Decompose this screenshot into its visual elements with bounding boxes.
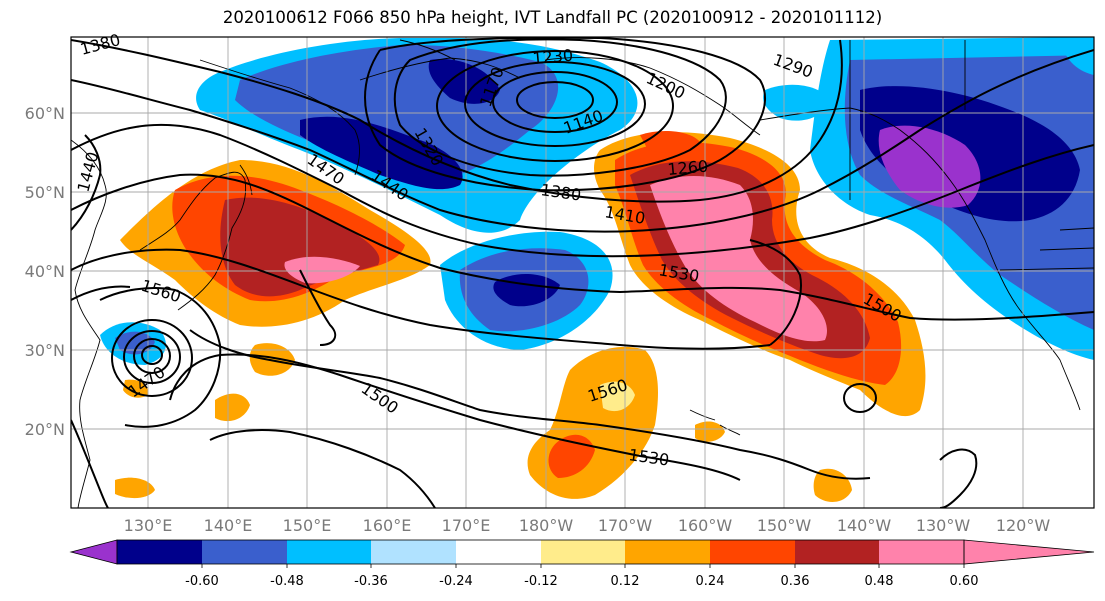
lon-label: 160°W [678, 516, 733, 535]
height-contours [71, 37, 1094, 508]
coastlines [71, 39, 1094, 508]
latitude-labels: 60°N 50°N 40°N 30°N 20°N [25, 104, 65, 439]
colorbar-segment [287, 540, 371, 564]
lon-label: 120°W [996, 516, 1051, 535]
colorbar-tick-label: -0.60 [185, 574, 219, 589]
colorbar: -0.60 -0.48 -0.36 -0.24 -0.12 0.12 0.24 … [69, 539, 1095, 589]
colorbar-segment [795, 540, 879, 564]
contour-label: 1260 [667, 157, 709, 179]
colorbar-segment [879, 540, 964, 564]
colorbar-segment [456, 540, 541, 564]
lon-label: 140°E [204, 516, 253, 535]
colorbar-tick-label: 0.24 [696, 574, 725, 589]
map-title: 2020100612 F066 850 hPa height, IVT Land… [222, 8, 883, 27]
colorbar-segment [541, 540, 625, 564]
lon-label: 150°E [283, 516, 332, 535]
lon-label: 170°W [598, 516, 653, 535]
lon-label: 170°E [442, 516, 491, 535]
longitude-labels: 130°E 140°E 150°E 160°E 170°E 180°W 170°… [124, 516, 1051, 535]
lon-label: 180°W [519, 516, 574, 535]
lon-label: 160°E [363, 516, 412, 535]
colorbar-segment [202, 540, 287, 564]
colorbar-tick-label: -0.12 [524, 574, 558, 589]
colorbar-tick-label: 0.48 [865, 574, 894, 589]
colorbar-segment [710, 540, 795, 564]
lon-label: 130°W [916, 516, 971, 535]
lat-label-40n: 40°N [25, 262, 65, 281]
colorbar-tick-label: 0.60 [950, 574, 979, 589]
lon-label: 150°W [757, 516, 812, 535]
lat-label-30n: 30°N [25, 341, 65, 360]
lat-label-50n: 50°N [25, 183, 65, 202]
contour-label: 1230 [532, 46, 574, 68]
map-frame [70, 36, 1095, 509]
colorbar-segment [117, 540, 202, 564]
colorbar-tick-label: -0.48 [270, 574, 304, 589]
colorbar-tick-label: 0.12 [611, 574, 640, 589]
lon-label: 140°W [837, 516, 892, 535]
lat-label-20n: 20°N [25, 420, 65, 439]
colorbar-tick-label: -0.36 [354, 574, 388, 589]
colorbar-segment [625, 540, 710, 564]
colorbar-arrow-right [963, 539, 1095, 565]
colorbar-arrow-left [69, 539, 118, 565]
colorbar-segment [371, 540, 456, 564]
colorbar-tick-label: 0.36 [781, 574, 810, 589]
lon-label: 130°E [124, 516, 173, 535]
lat-label-60n: 60°N [25, 104, 65, 123]
colorbar-tick-label: -0.24 [439, 574, 473, 589]
